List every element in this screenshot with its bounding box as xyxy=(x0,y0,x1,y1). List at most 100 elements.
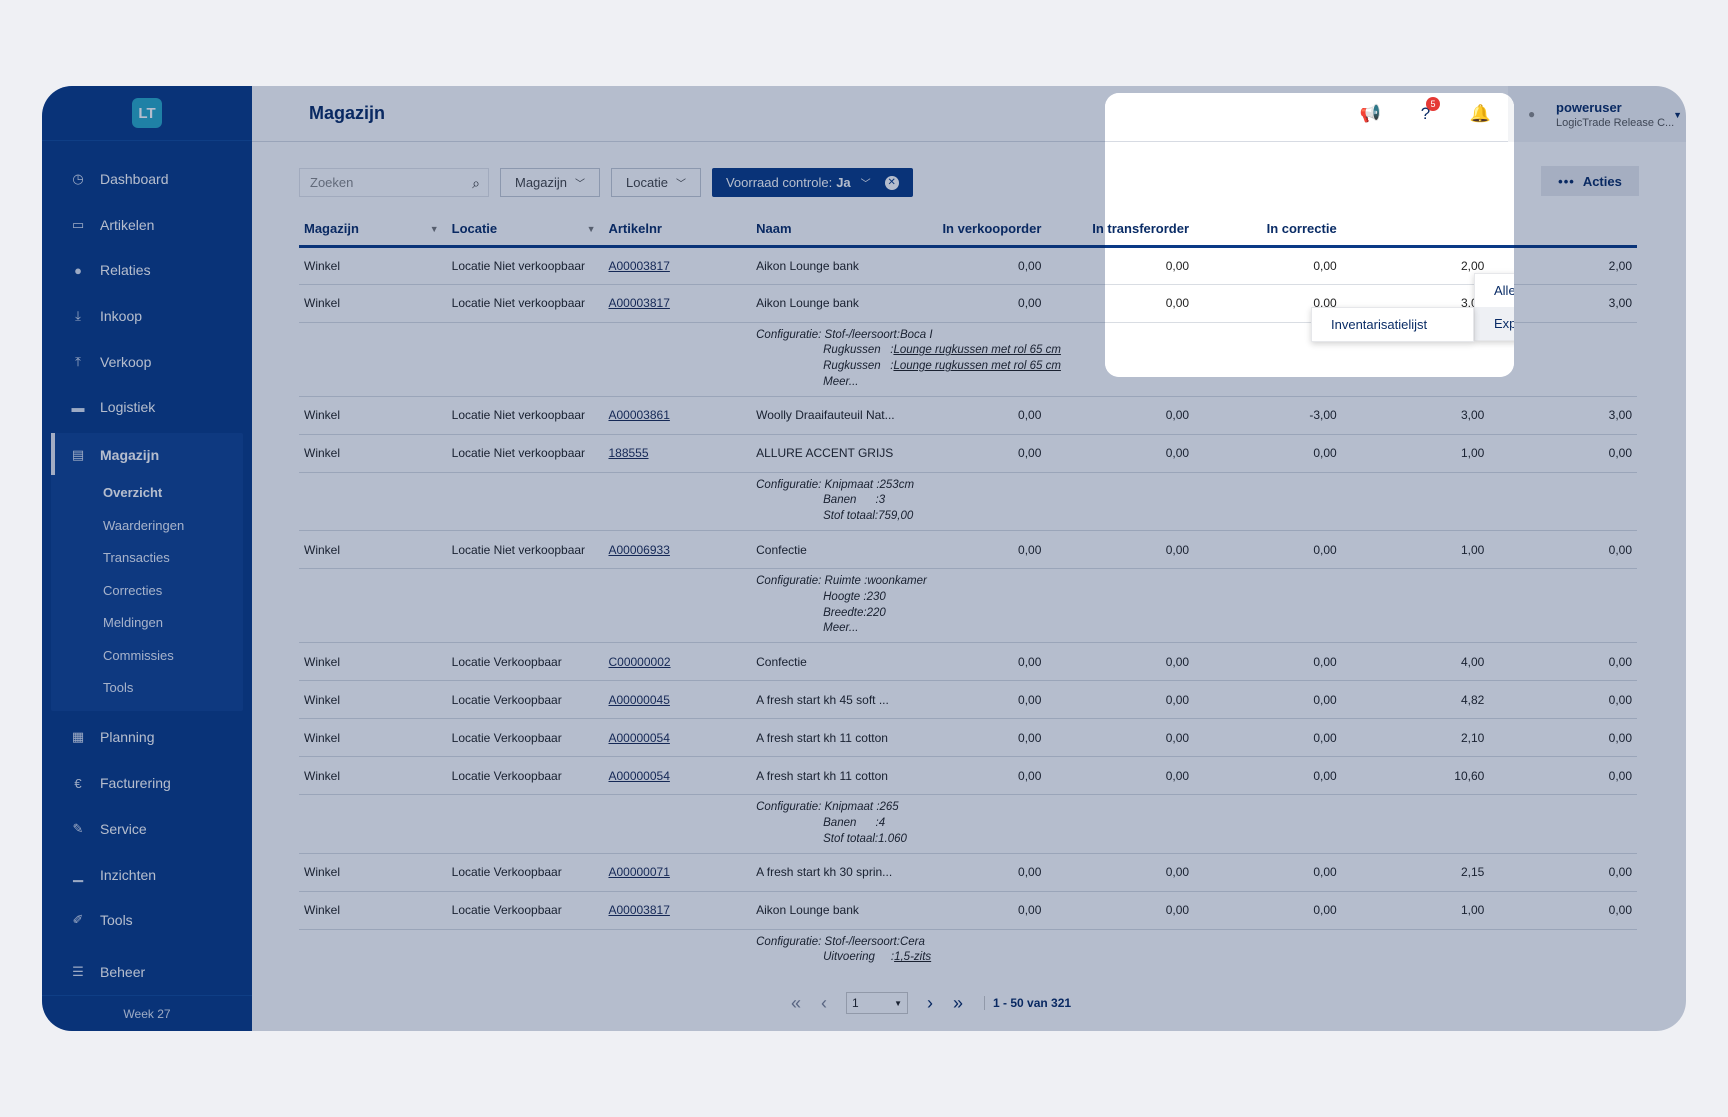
caret-down-icon[interactable]: ▼ xyxy=(1673,110,1682,120)
article-link[interactable]: A00003861 xyxy=(608,408,670,423)
table-row[interactable]: Winkel Locatie Verkoopbaar A00000071 A fres… xyxy=(299,853,1637,892)
filter-bar: Zoeken ⌕ Magazijn ﹀ Locatie ﹀ Voorraad c… xyxy=(299,168,913,197)
configuration-separator: : xyxy=(860,590,867,603)
sidebar-subitem-transacties[interactable]: Transacties xyxy=(103,550,170,566)
table-row[interactable]: Winkel Locatie Verkoopbaar A00003817 Aikon … xyxy=(299,891,1637,930)
sidebar-item-artikelen[interactable]: ▭ Artikelen xyxy=(42,202,252,248)
article-link[interactable]: A00003817 xyxy=(608,296,670,310)
column-header[interactable]: In correctie xyxy=(1194,212,1342,248)
prev-page-icon[interactable]: ‹ xyxy=(821,992,827,1013)
article-link[interactable]: A00006933 xyxy=(608,542,670,557)
help-icon[interactable]: ?5 xyxy=(1398,97,1453,124)
article-link[interactable]: 188555 xyxy=(608,446,649,461)
column-header[interactable]: In verkooporder xyxy=(915,212,1047,248)
sidebar-subitem-correcties[interactable]: Correcties xyxy=(103,582,163,598)
user-menu[interactable]: ● poweruser LogicTrade Release C... ▼ xyxy=(1508,93,1514,142)
column-header[interactable] xyxy=(1489,212,1514,248)
filter-icon[interactable]: ▼ xyxy=(586,224,596,234)
logo[interactable]: LT xyxy=(132,98,162,128)
sidebar-item-beheer[interactable]: ☰ Beheer xyxy=(42,949,252,995)
table-cell: Winkel xyxy=(299,530,447,570)
column-header[interactable] xyxy=(1341,212,1490,248)
more-link[interactable]: Meer... xyxy=(823,375,859,388)
first-page-icon[interactable]: « xyxy=(790,992,801,1013)
sidebar-item-inzichten[interactable]: ▁ Inzichten xyxy=(42,852,252,898)
article-link[interactable]: C00000002 xyxy=(608,654,671,669)
more-link[interactable]: Meer... xyxy=(823,622,859,635)
locatie-filter[interactable]: Locatie ﹀ xyxy=(611,168,701,197)
sidebar-item-logistiek[interactable]: ▬ Logistiek xyxy=(42,384,252,430)
table-row[interactable]: Winkel Locatie Verkoopbaar A00000054 A fres… xyxy=(299,756,1637,796)
sidebar-subitem-waarderingen[interactable]: Waarderingen xyxy=(103,517,185,533)
article-link[interactable]: A00000045 xyxy=(608,692,670,707)
table-cell: Winkel xyxy=(299,396,447,435)
column-header-label: Naam xyxy=(756,220,792,236)
configuration-value[interactable]: Lounge rugkussen met rol 65 cm xyxy=(893,360,1061,373)
sidebar-item-dashboard[interactable]: ◷ Dashboard xyxy=(42,156,252,202)
sidebar-item-tools[interactable]: ✐ Tools xyxy=(42,897,252,943)
configuration-line[interactable]: Meer... xyxy=(756,375,1632,391)
configuration-line: Configuratie: Stof-/leersoort:Cera xyxy=(756,935,1632,951)
chevron-down-icon: ﹀ xyxy=(860,179,871,190)
sidebar-item-service[interactable]: ✎ Service xyxy=(42,806,252,852)
column-header[interactable]: Magazijn ▼ xyxy=(299,212,447,248)
sidebar-item-relaties[interactable]: ● Relaties xyxy=(42,247,252,293)
article-link[interactable]: A00000054 xyxy=(608,768,670,783)
article-link[interactable]: A00003817 xyxy=(608,903,670,918)
sidebar-subitem-commissies[interactable]: Commissies xyxy=(103,647,174,663)
last-page-icon[interactable]: » xyxy=(952,992,963,1013)
clear-filter-icon[interactable]: ✕ xyxy=(884,175,899,190)
table-cell: 0,00 xyxy=(1046,396,1195,435)
configuration-value[interactable]: 1,5-zits xyxy=(894,951,932,964)
table-row[interactable]: Winkel Locatie Verkoopbaar A00000054 A fres… xyxy=(299,718,1637,758)
table-cell: A00000054 xyxy=(603,718,752,758)
search-icon[interactable]: ⌕ xyxy=(472,175,480,191)
configuration-value: Cera xyxy=(899,935,925,948)
user-menu[interactable]: ● poweruser LogicTrade Release C... ▼ xyxy=(1508,86,1686,142)
column-header[interactable]: Locatie ▼ xyxy=(446,212,604,248)
sidebar-item-facturering[interactable]: € Facturering xyxy=(42,760,252,806)
table-row[interactable]: Winkel Locatie Niet verkoopbaar A00006933 C… xyxy=(299,530,1637,570)
sidebar-item-planning[interactable]: ▦ Planning xyxy=(42,715,252,761)
sidebar-subitem-meldingen[interactable]: Meldingen xyxy=(103,615,163,631)
table-row[interactable]: Winkel Locatie Niet verkoopbaar 188555 ALLU… xyxy=(299,434,1637,473)
sidebar-subitem-tools[interactable]: Tools xyxy=(103,680,134,696)
column-header[interactable]: Artikelnr xyxy=(603,212,752,248)
search-input[interactable]: Zoeken ⌕ xyxy=(299,168,489,197)
page-select[interactable]: 1 ▼ xyxy=(846,992,908,1014)
bell-icon[interactable]: 🔔 xyxy=(1469,104,1492,123)
magazijn-filter[interactable]: Magazijn ﹀ xyxy=(500,168,601,197)
sidebar-item-magazijn[interactable]: ▤ Magazijn xyxy=(51,433,243,477)
menu-item-clear-stock[interactable]: Alle voorraad wissen xyxy=(1475,274,1514,307)
table-cell: 0,00 xyxy=(1489,642,1637,682)
article-link[interactable]: A00003817 xyxy=(608,258,670,273)
configuration-line[interactable]: Meer... xyxy=(1105,375,1514,377)
menu-item-export[interactable]: Exporteren▶ xyxy=(1475,307,1514,340)
configuration-value[interactable]: Lounge rugkussen met rol 65 cm xyxy=(893,344,1061,357)
table-row[interactable]: Winkel Locatie Verkoopbaar C00000002 Confec… xyxy=(299,642,1637,682)
column-header[interactable]: In transferorder xyxy=(1105,212,1195,248)
configuration-line[interactable]: Meer... xyxy=(756,621,1632,637)
table-cell: 0,00 xyxy=(1489,853,1637,892)
voorraad-controle-chip[interactable]: Voorraad controle: Ja ﹀ ✕ xyxy=(711,168,913,197)
filter-icon[interactable]: ▼ xyxy=(429,224,439,234)
table-cell: A00000071 xyxy=(603,853,752,892)
sidebar-item-inkoop[interactable]: ⤓ Inkoop xyxy=(42,293,252,339)
sidebar-item-verkoop[interactable]: ⤒ Verkoop xyxy=(42,339,252,385)
column-header[interactable]: Naam xyxy=(751,212,916,248)
article-link[interactable]: A00000071 xyxy=(608,865,670,880)
table-row[interactable]: Winkel Locatie Niet verkoopbaar A00003861 W… xyxy=(299,396,1637,435)
user-subtitle: LogicTrade Release C... xyxy=(1556,116,1675,129)
next-page-icon[interactable]: › xyxy=(927,992,933,1013)
article-link[interactable]: A00000054 xyxy=(608,730,670,745)
acties-button[interactable]: ••• Acties xyxy=(1541,166,1639,196)
megaphone-icon[interactable]: 📢 xyxy=(1359,104,1382,123)
table-cell: 0,00 xyxy=(915,284,1047,323)
configuration-key: Rugkussen xyxy=(823,344,881,357)
table-row[interactable]: Winkel Locatie Verkoopbaar A00000045 A fres… xyxy=(299,680,1637,720)
user-icon: ● xyxy=(74,262,82,278)
menu-item-inventarisatielijst[interactable]: Inventarisatielijst xyxy=(1331,317,1428,332)
sidebar-subitem-overzicht[interactable]: Overzicht xyxy=(103,485,163,501)
acties-label: Acties xyxy=(1582,173,1622,189)
